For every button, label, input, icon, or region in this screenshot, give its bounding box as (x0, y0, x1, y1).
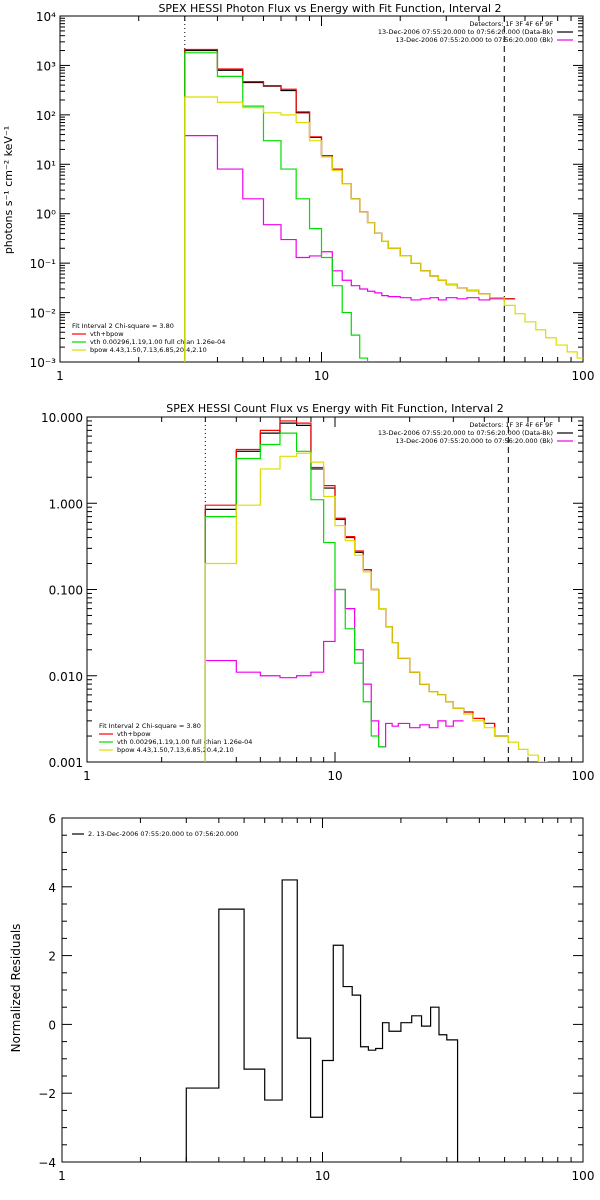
residuals-x-ticks (61, 818, 572, 1162)
count-flux-y-tick-label: 0.001 (49, 756, 83, 770)
photon-flux-legend-bl-title: Fit Interval 2 Chi-square = 3.80 (72, 322, 174, 330)
photon-flux-y-tick-label: 10¹ (36, 158, 56, 172)
photon-flux-y-tick-label: 10⁻¹ (30, 257, 57, 271)
residuals-x-tick-label: 10 (315, 1169, 330, 1183)
count-flux-legend-bl-entry: vth 0.00296,1.19,1.00 full chian 1.26e-0… (117, 738, 252, 746)
photon-flux-legend-tr-entry: Detectors: 1F 3F 4F 6F 9F (469, 20, 553, 28)
count-flux-series-vth-bpow (204, 420, 509, 762)
photon-flux-panel: SPEX HESSI Photon Flux vs Energy with Fi… (2, 2, 594, 383)
count-flux-x-ticks (86, 417, 573, 762)
photon-flux-plot-area (184, 16, 583, 362)
photon-flux-legend-tr-entry: 13-Dec-2006 07:55:20.000 to 07:56:20.000… (378, 28, 553, 36)
count-flux-y-tick-label: 0.010 (49, 670, 83, 684)
residuals-legend: 2. 13-Dec-2006 07:55:20.000 to 07:56:20.… (72, 830, 238, 838)
count-flux-legend-bl-entry: vth+bpow (117, 730, 151, 738)
count-flux-y-tick-label: 1.000 (49, 497, 83, 511)
photon-flux-legend-bl-entry: bpow 4.43,1.50,7.13,6.85,20.4,2.10 (90, 346, 207, 354)
photon-flux-x-tick-label: 100 (572, 369, 595, 383)
residuals-x-tick-label: 1 (58, 1169, 66, 1183)
photon-flux-series-data-bk (184, 49, 516, 362)
count-flux-x-tick-label: 10 (327, 769, 342, 783)
residuals-series-2-13-dec-2006-07-55-20-000-to-07-56-20-000 (185, 879, 459, 1162)
residuals-y-tick-label: 4 (48, 881, 56, 895)
photon-flux-y-tick-label: 10³ (36, 59, 56, 73)
photon-flux-y-tick-label: 10⁻² (30, 307, 57, 321)
residuals-y-tick-label: −2 (38, 1087, 56, 1101)
photon-flux-legend-bl-entry: vth+bpow (90, 330, 124, 338)
count-flux-x-tick-label: 1 (83, 769, 91, 783)
residuals-ylabel: Normalized Residuals (9, 924, 23, 1053)
residuals-panel: Normalized Residuals 2. 13-Dec-2006 07:5… (9, 812, 594, 1183)
count-flux-series-vth (204, 432, 386, 762)
photon-flux-series-vth (184, 52, 369, 362)
residuals-y-ticks (62, 817, 583, 1163)
count-flux-series-bk (204, 588, 464, 762)
photon-flux-y-tick-label: 10² (36, 109, 56, 123)
photon-flux-y-tick-label: 10⁰ (36, 208, 56, 222)
photon-flux-y-tick-label: 10⁻³ (30, 356, 57, 370)
photon-flux-series-vth-bpow (184, 48, 516, 362)
photon-flux-title: SPEX HESSI Photon Flux vs Energy with Fi… (158, 2, 501, 15)
residuals-y-tick-label: −4 (38, 1156, 56, 1170)
count-flux-panel: SPEX HESSI Count Flux vs Energy with Fit… (41, 402, 594, 783)
count-flux-x-tick-label: 100 (572, 769, 595, 783)
count-flux-legend-tr-entry: Detectors: 1F 3F 4F 6F 9F (469, 421, 553, 429)
residuals-y-tick-label: 2 (48, 950, 56, 964)
count-flux-series-bpow (204, 452, 548, 762)
residuals-plot-area (185, 879, 459, 1162)
count-flux-legend-bl-entry: bpow 4.43,1.50,7.13,6.85,20.4,2.10 (117, 746, 234, 754)
count-flux-legend-tr-entry: 13-Dec-2006 07:55:20.000 to 07:56:20.000… (396, 437, 554, 445)
photon-flux-legend-tr-entry: 13-Dec-2006 07:55:20.000 to 07:56:20.000… (396, 36, 554, 44)
photon-flux-x-tick-label: 10 (314, 369, 329, 383)
residuals-y-tick-label: 6 (48, 812, 56, 826)
count-flux-y-tick-label: 0.100 (49, 584, 83, 598)
photon-flux-y-ticks (60, 15, 583, 363)
photon-flux-y-tick-label: 10⁴ (36, 10, 56, 24)
count-flux-legend-bottom-left: Fit Interval 2 Chi-square = 3.80vth+bpow… (99, 722, 252, 754)
photon-flux-legend-bl-entry: vth 0.00296,1.19,1.00 full chian 1.26e-0… (90, 338, 225, 346)
photon-flux-ylabel: photons s⁻¹ cm⁻² keV⁻¹ (2, 126, 15, 254)
residuals-y-tick-label: 0 (48, 1018, 56, 1032)
count-flux-title: SPEX HESSI Count Flux vs Energy with Fit… (166, 402, 503, 415)
photon-flux-series-bpow (184, 96, 583, 362)
count-flux-y-tick-label: 10.000 (41, 411, 83, 425)
residuals-legend-entry: 2. 13-Dec-2006 07:55:20.000 to 07:56:20.… (88, 830, 238, 838)
photon-flux-series-bk (184, 135, 505, 362)
residuals-x-tick-label: 100 (572, 1169, 595, 1183)
count-flux-y-ticks (87, 416, 583, 763)
photon-flux-x-tick-label: 1 (56, 369, 64, 383)
photon-flux-legend-bottom-left: Fit Interval 2 Chi-square = 3.80vth+bpow… (72, 322, 225, 354)
count-flux-series-data-bk (204, 422, 509, 762)
photon-flux-x-ticks (59, 16, 572, 362)
count-flux-legend-tr-entry: 13-Dec-2006 07:55:20.000 to 07:56:20.000… (378, 429, 553, 437)
count-flux-legend-bl-title: Fit Interval 2 Chi-square = 3.80 (99, 722, 201, 730)
count-flux-plot-area (204, 417, 548, 762)
